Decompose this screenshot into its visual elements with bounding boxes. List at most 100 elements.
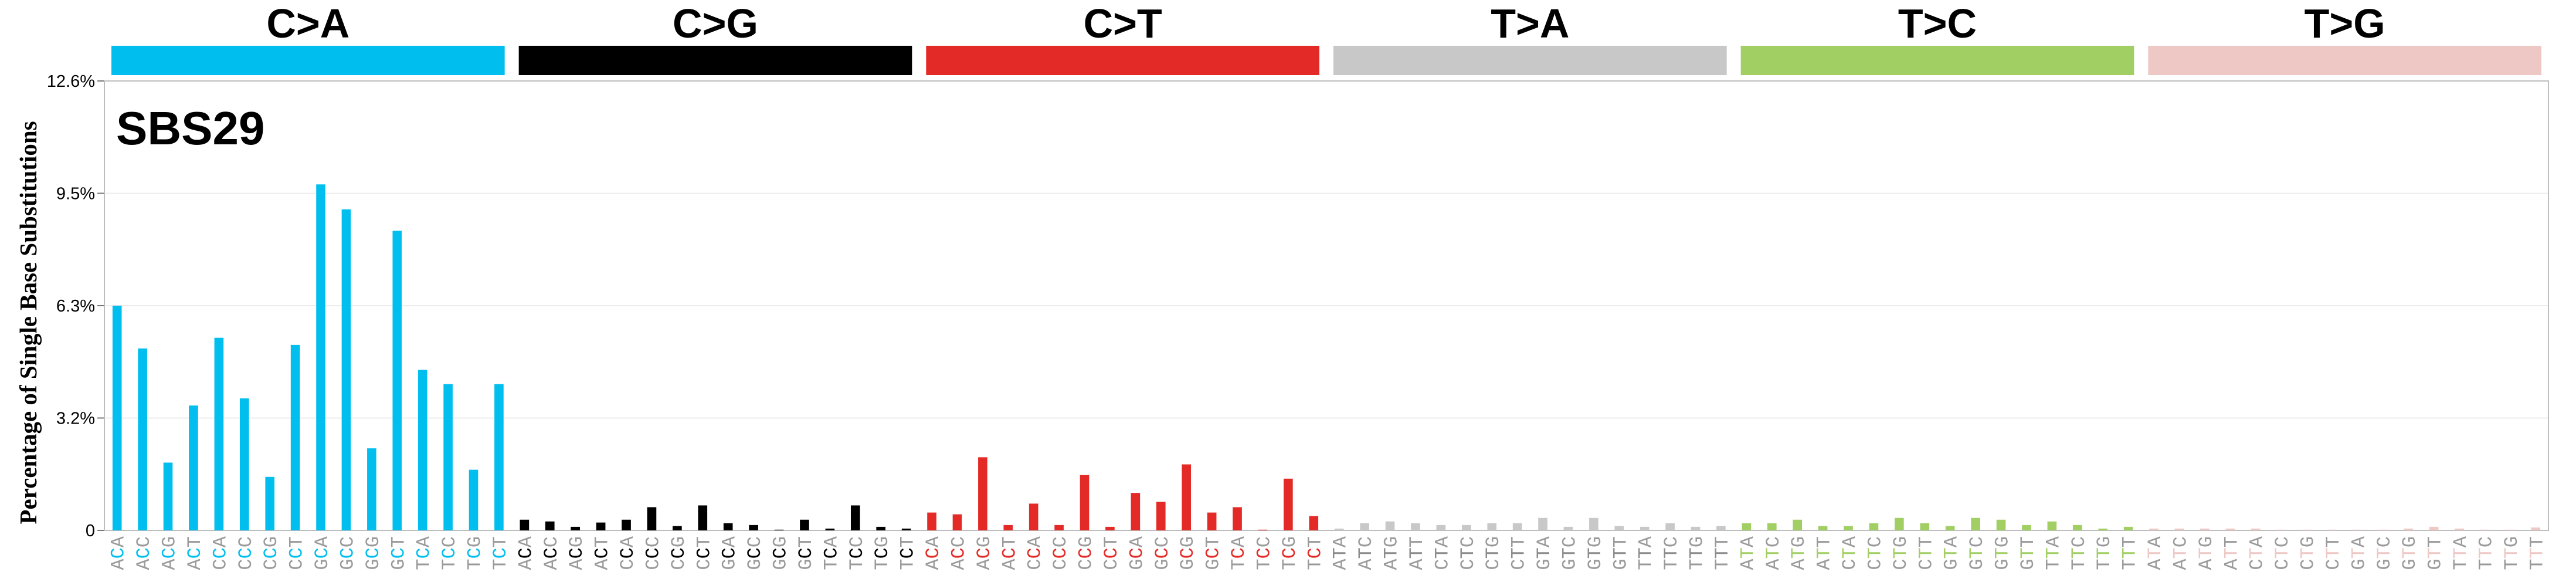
- context-base: C: [668, 559, 690, 570]
- context-label: TTC: [1661, 536, 1682, 570]
- context-base: C: [820, 547, 842, 559]
- context-base: C: [1839, 559, 1861, 570]
- context-label: ACC: [948, 536, 969, 570]
- context-label: CCA: [209, 536, 231, 570]
- context-base: T: [2144, 547, 2166, 559]
- bar: [2251, 528, 2261, 530]
- context-label: TCT: [490, 536, 511, 570]
- context-base: A: [515, 536, 537, 547]
- bar: [1640, 526, 1650, 530]
- context-label: ATG: [1381, 536, 1403, 570]
- bar: [1920, 523, 1930, 530]
- context-base: A: [719, 536, 741, 547]
- bar: [901, 528, 911, 530]
- bar: [1029, 503, 1038, 530]
- context-label: ACA: [922, 536, 944, 570]
- context-label: CTA: [2246, 536, 2268, 570]
- context-base: C: [541, 547, 562, 559]
- context-base: G: [337, 559, 358, 570]
- bar: [138, 348, 147, 530]
- context-base: A: [2170, 559, 2191, 570]
- bar: [1945, 526, 1955, 530]
- context-label: TTA: [2450, 536, 2472, 570]
- context-base: C: [337, 536, 358, 547]
- bar: [698, 505, 708, 530]
- context-base: C: [1279, 547, 1301, 559]
- context-base: G: [1381, 536, 1403, 547]
- context-base: G: [973, 536, 995, 547]
- context-base: C: [1075, 547, 1097, 559]
- bar: [2072, 525, 2082, 530]
- context-base: G: [1992, 559, 2014, 570]
- context-base: T: [1661, 547, 1682, 559]
- context-base: T: [693, 536, 715, 547]
- context-base: C: [1101, 547, 1122, 559]
- context-base: T: [464, 559, 486, 570]
- context-base: A: [541, 559, 562, 570]
- bar: [2149, 528, 2158, 530]
- bar: [189, 405, 198, 530]
- context-label: GTC: [2374, 536, 2395, 570]
- context-base: G: [2348, 559, 2370, 570]
- context-label: ACG: [159, 536, 181, 570]
- context-base: T: [1508, 536, 1530, 547]
- context-label: CTT: [1915, 536, 1937, 570]
- context-base: C: [668, 547, 690, 559]
- context-base: T: [2017, 536, 2039, 547]
- substitution-type-bar: [111, 46, 505, 75]
- context-base: T: [1941, 547, 1963, 559]
- context-base: G: [311, 559, 333, 570]
- context-base: C: [209, 559, 231, 570]
- context-base: T: [2195, 547, 2217, 559]
- context-base: G: [1152, 559, 1173, 570]
- context-label: GCC: [744, 536, 766, 570]
- context-base: A: [2450, 536, 2472, 547]
- context-base: T: [897, 559, 919, 570]
- context-base: A: [2144, 559, 2166, 570]
- context-base: C: [1203, 547, 1224, 559]
- bar: [1156, 502, 1166, 530]
- context-base: A: [1024, 536, 1046, 547]
- bar: [1461, 525, 1471, 530]
- context-label: ATC: [1763, 536, 1784, 570]
- context-base: T: [2119, 547, 2141, 559]
- context-base: T: [1788, 547, 1810, 559]
- context-base: C: [1177, 547, 1199, 559]
- context-label: CCG: [668, 536, 690, 570]
- context-base: C: [311, 547, 333, 559]
- context-label: ATA: [1737, 536, 1759, 570]
- context-label: ACA: [108, 536, 130, 570]
- bar: [443, 384, 453, 530]
- context-base: C: [286, 559, 308, 570]
- y-tick-label: 0: [86, 522, 95, 540]
- context-base: A: [2144, 536, 2166, 547]
- bar: [1589, 517, 1598, 530]
- bar: [622, 519, 631, 530]
- bar: [341, 209, 351, 530]
- context-base: C: [2374, 536, 2395, 547]
- context-base: T: [1635, 559, 1657, 570]
- context-base: T: [1915, 547, 1937, 559]
- context-label: GCA: [1126, 536, 1148, 570]
- y-tick-label: 6.3%: [56, 297, 95, 316]
- context-base: C: [2272, 536, 2293, 547]
- signature-title: SBS29: [116, 102, 264, 154]
- context-label: TTA: [1635, 536, 1657, 570]
- context-base: G: [1279, 536, 1301, 547]
- context-base: A: [1431, 536, 1453, 547]
- context-base: T: [1712, 536, 1733, 547]
- context-base: T: [2450, 547, 2472, 559]
- context-label: GCT: [1203, 536, 1224, 570]
- context-label: CCG: [260, 536, 282, 570]
- context-base: C: [133, 536, 155, 547]
- context-base: T: [1915, 536, 1937, 547]
- context-base: T: [1992, 547, 2014, 559]
- context-base: C: [1152, 547, 1173, 559]
- context-base: C: [1482, 559, 1504, 570]
- bar: [2098, 528, 2108, 530]
- context-label: TTG: [2093, 536, 2115, 570]
- context-label: CCT: [693, 536, 715, 570]
- context-label: TCG: [1279, 536, 1301, 570]
- bar: [2455, 528, 2464, 530]
- context-base: G: [2425, 559, 2446, 570]
